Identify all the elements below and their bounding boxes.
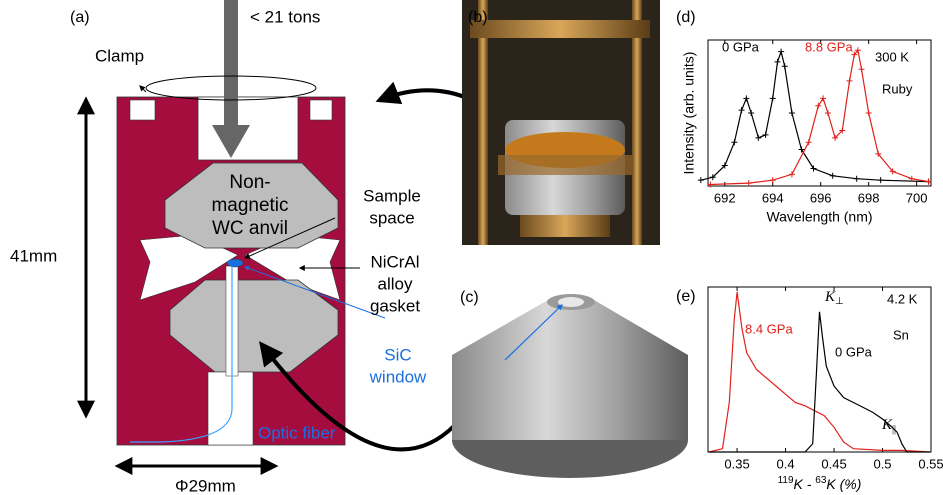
x-tick-label: 700	[906, 190, 928, 205]
series-label: 8.4 GPa	[745, 321, 793, 336]
panel-label: (a)	[70, 9, 90, 26]
series-label: 0 GPa	[835, 344, 873, 359]
point-marker	[731, 139, 737, 145]
panel-label: (c)	[460, 289, 479, 306]
point-marker	[806, 139, 812, 145]
gasket-label: alloy	[378, 274, 413, 293]
x-tick-label: 696	[810, 190, 832, 205]
point-marker	[815, 103, 821, 109]
point-marker	[782, 63, 788, 69]
x-tick-label: 698	[858, 190, 880, 205]
x-tick-label: 0.35	[724, 456, 749, 471]
x-tick-label: 694	[762, 190, 784, 205]
x-axis-label: Wavelength (nm)	[766, 209, 872, 225]
series-line	[710, 50, 928, 184]
point-marker	[858, 66, 864, 72]
point-marker	[866, 110, 872, 116]
gasket-label: gasket	[370, 296, 420, 315]
x-axis-label-part: 119	[778, 475, 794, 486]
series-label: 8.8 GPa	[805, 39, 853, 54]
x-axis-label: 119K - 63K (%)	[778, 475, 862, 492]
panel-label: (e)	[676, 288, 696, 305]
point-marker	[846, 78, 852, 84]
panel-label: (b)	[468, 9, 488, 26]
point-marker	[739, 107, 745, 113]
point-marker	[778, 49, 784, 55]
annotation: 300 K	[875, 49, 909, 64]
point-marker	[820, 95, 826, 101]
panel-label: (d)	[676, 9, 696, 26]
point-marker	[698, 177, 704, 183]
x-tick-label: 0.5	[873, 456, 891, 471]
point-marker	[748, 110, 754, 116]
photo-b	[462, 0, 660, 245]
peak-subscript: ||	[892, 424, 896, 435]
clamp-label: Clamp	[95, 46, 144, 65]
point-marker	[830, 173, 836, 179]
x-tick-label: 0.55	[918, 456, 943, 471]
point-marker	[763, 132, 769, 138]
peak-label: K⊥	[824, 289, 844, 307]
fiber-label: Optic fiber	[258, 423, 336, 442]
x-axis-label-part: 63	[815, 475, 827, 486]
window-label: SiC	[384, 345, 411, 364]
x-axis-label-part: K -	[794, 476, 816, 492]
figure: (a) (b) (c) < 21 tons Clamp 41mm Φ29mm N…	[0, 0, 943, 495]
point-marker	[743, 95, 749, 101]
sample-label: Sample	[363, 186, 421, 205]
x-tick-label: 0.45	[821, 456, 846, 471]
x-tick-label: 0.4	[777, 456, 795, 471]
point-marker	[775, 59, 781, 65]
photo-c	[452, 294, 688, 478]
load-label: < 21 tons	[250, 7, 320, 26]
anvil-label: magnetic	[211, 195, 288, 216]
point-marker	[770, 95, 776, 101]
peak-label: K||	[881, 417, 896, 435]
diameter-label: Φ29mm	[175, 476, 236, 495]
point-marker	[789, 110, 795, 116]
point-marker	[878, 177, 884, 183]
series-line	[701, 52, 929, 182]
window-label: window	[369, 367, 427, 386]
series-label: 0 GPa	[722, 39, 760, 54]
annotation: Ruby	[882, 81, 913, 96]
point-marker	[811, 165, 817, 171]
point-marker	[746, 180, 752, 186]
sample-label: space	[369, 208, 414, 227]
annotation: Sn	[893, 327, 909, 342]
point-marker	[854, 176, 860, 182]
point-marker	[755, 135, 761, 141]
anvil-label: Non-	[229, 172, 270, 193]
height-label: 41mm	[10, 246, 57, 265]
point-marker	[770, 177, 776, 183]
annotation: 4.2 K	[887, 291, 918, 306]
gasket-label: NiCrAl	[370, 252, 419, 271]
x-axis-label-part: K (%)	[826, 476, 861, 492]
x-tick-label: 692	[714, 190, 736, 205]
peak-subscript: ⊥	[835, 296, 844, 307]
y-axis-label: Intensity (arb. units)	[681, 52, 697, 175]
point-marker	[789, 171, 795, 177]
point-marker	[825, 110, 831, 116]
anvil-label: WC anvil	[212, 218, 288, 239]
